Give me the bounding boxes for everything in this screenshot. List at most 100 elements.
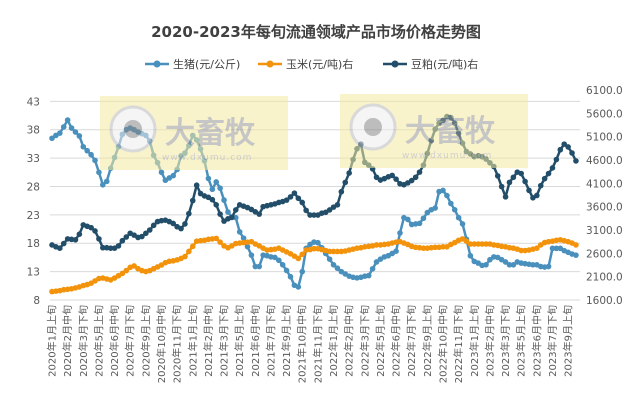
data-point [494, 173, 501, 179]
data-point [205, 175, 212, 182]
x-tick-label: 2020年9月上旬 [139, 305, 152, 377]
x-tick-label: 2021年2月中旬 [202, 305, 215, 377]
data-point [420, 215, 427, 222]
data-point [518, 247, 524, 254]
data-point [365, 272, 372, 279]
x-tick-label: 2021年3月下旬 [218, 305, 231, 377]
data-point [502, 194, 509, 200]
x-tick-label: 2022年9月上旬 [421, 305, 434, 377]
data-point [115, 243, 122, 249]
data-point [463, 238, 470, 244]
data-point [72, 237, 79, 243]
data-point [150, 222, 157, 229]
data-point [240, 235, 247, 241]
data-point [412, 174, 419, 181]
right-tick-label: 5600.0 [586, 108, 623, 120]
right-tick-label: 2600.0 [586, 248, 623, 260]
x-tick-label: 2023年5月上旬 [515, 305, 528, 377]
data-point [424, 209, 431, 216]
data-point [221, 197, 227, 203]
data-point [416, 169, 423, 175]
data-point [342, 179, 349, 186]
watermark: 大畜牧 www.dxumu.com [340, 94, 528, 168]
watermark-url: www.dxumu.com [162, 153, 252, 163]
right-axis-ticks: 1600.0 2100.0 2600.0 3100.0 3600.0 4100.0 4600… [586, 85, 623, 307]
data-point [530, 262, 536, 268]
data-point [186, 210, 192, 217]
data-point [311, 245, 317, 252]
data-point [68, 125, 75, 131]
data-point [92, 157, 98, 164]
x-tick-label: 2021年5月上旬 [233, 305, 246, 377]
right-tick-label: 1600.0 [586, 295, 623, 307]
data-point [479, 241, 485, 247]
data-point [170, 172, 177, 179]
data-point [158, 169, 165, 176]
data-point [139, 233, 145, 240]
data-point [57, 245, 63, 251]
legend-item: 玉米(元/吨)右 [258, 57, 353, 71]
data-point [123, 234, 130, 240]
x-tick-label: 2023年2月中旬 [483, 305, 496, 377]
data-point [334, 202, 341, 208]
data-point [182, 221, 188, 227]
data-point [283, 197, 290, 203]
data-point [510, 262, 517, 268]
data-point [561, 141, 568, 147]
data-point [510, 174, 517, 181]
x-tick-label: 2021年7月下旬 [264, 305, 277, 377]
left-tick-label: 18 [27, 238, 40, 250]
data-point [545, 170, 552, 177]
data-point [88, 224, 94, 231]
data-point [60, 240, 67, 247]
data-point [100, 181, 106, 188]
data-point [244, 243, 251, 250]
x-tick-label: 2023年1月上旬 [468, 305, 481, 377]
data-point [299, 251, 306, 258]
series-1 [49, 235, 579, 295]
data-point [256, 263, 263, 270]
right-tick-label: 5100.0 [586, 132, 623, 144]
data-point [389, 172, 395, 179]
x-tick-label: 2020年10月中旬 [155, 305, 168, 383]
data-point [186, 248, 192, 255]
legend-item: 豆粕(元/吨)右 [383, 57, 478, 71]
data-point [209, 186, 216, 193]
x-tick-label: 2023年7月下旬 [546, 305, 559, 377]
data-point [498, 183, 505, 190]
data-point [393, 176, 399, 182]
data-point [373, 242, 380, 248]
data-point [467, 241, 474, 247]
x-tick-label: 2020年6月中旬 [108, 305, 121, 377]
data-point [57, 130, 63, 136]
x-tick-label: 2021年6月中旬 [249, 305, 262, 377]
data-point [346, 170, 352, 176]
data-point [326, 207, 333, 213]
data-point [557, 146, 564, 153]
data-point [295, 255, 302, 262]
data-point [537, 182, 544, 189]
data-point [303, 207, 309, 214]
data-point [569, 150, 575, 156]
data-point [432, 244, 438, 251]
data-point [334, 265, 341, 272]
data-point [502, 259, 509, 265]
watermark: 大畜牧 www.dxumu.com [100, 96, 288, 170]
legend-label: 生猪(元/公斤) [173, 57, 240, 71]
data-point [76, 231, 83, 237]
data-point [420, 245, 427, 251]
data-point [534, 245, 540, 251]
x-tick-label: 2021年10月中旬 [296, 305, 309, 383]
left-tick-label: 33 [27, 153, 40, 165]
data-point [369, 265, 376, 272]
data-point [467, 252, 474, 259]
right-tick-label: 3600.0 [586, 202, 623, 214]
data-point [373, 174, 380, 181]
data-point [471, 241, 478, 247]
legend: 生猪(元/公斤) 玉米(元/吨)右 豆粕(元/吨)右 [145, 57, 478, 71]
data-point [475, 241, 481, 247]
data-point [483, 241, 489, 247]
data-point [549, 245, 556, 252]
x-tick-label: 2022年3月下旬 [358, 305, 371, 377]
